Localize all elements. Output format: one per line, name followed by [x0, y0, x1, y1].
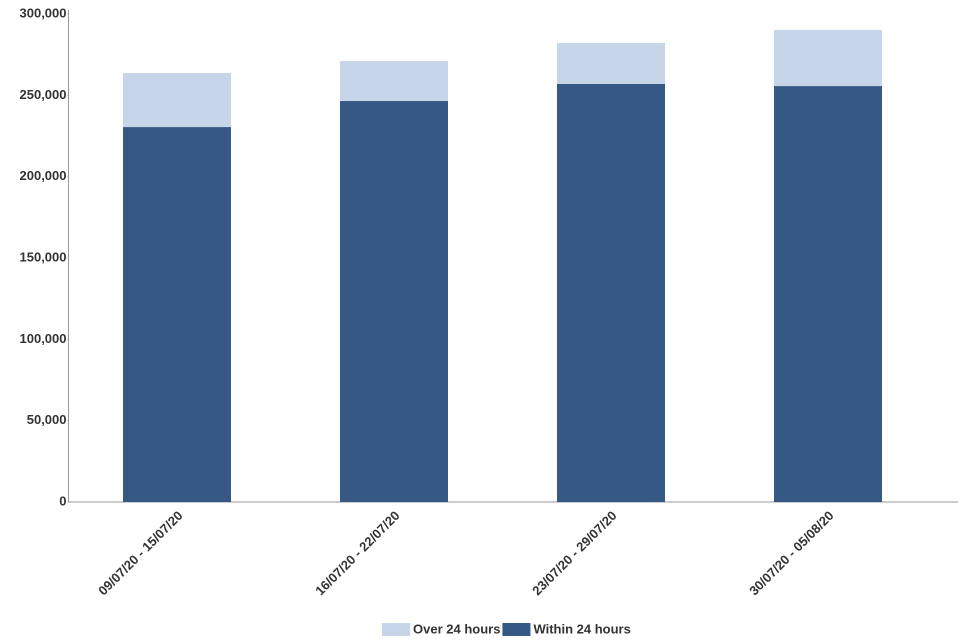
legend-label: Over 24 hours — [413, 621, 500, 636]
legend-swatch — [502, 623, 531, 636]
y-tick-label: 200,000 — [20, 168, 67, 183]
y-tick-label: 250,000 — [20, 87, 67, 102]
x-tick-label: 23/07/20 - 29/07/20 — [529, 508, 619, 598]
bar-segment — [340, 101, 448, 502]
bar-segment — [774, 86, 882, 502]
y-tick-label: 150,000 — [20, 249, 67, 264]
bar-segment — [557, 42, 665, 84]
y-tick-label: 50,000 — [27, 412, 67, 427]
bar-segment — [123, 73, 231, 128]
y-tick-label: 300,000 — [20, 5, 67, 20]
bar-segment — [340, 61, 448, 102]
legend-label: Within 24 hours — [533, 621, 630, 636]
y-tick-label: 100,000 — [20, 331, 67, 346]
bar-segment — [774, 29, 882, 87]
x-tick-label: 16/07/20 - 22/07/20 — [312, 508, 402, 598]
bar-segment — [123, 127, 231, 502]
bar-segment — [557, 83, 665, 503]
x-tick-label: 09/07/20 - 15/07/20 — [95, 508, 185, 598]
x-tick-label: 30/07/20 - 05/08/20 — [746, 508, 836, 598]
y-tick-label: 0 — [59, 493, 66, 508]
legend-swatch — [382, 623, 410, 636]
